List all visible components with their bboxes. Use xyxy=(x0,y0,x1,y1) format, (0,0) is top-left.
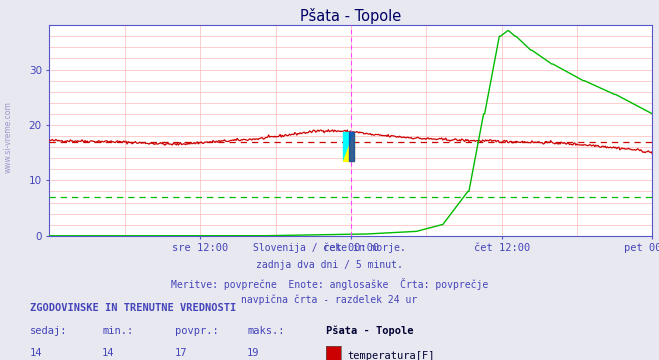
Text: zadnja dva dni / 5 minut.: zadnja dva dni / 5 minut. xyxy=(256,260,403,270)
Text: 19: 19 xyxy=(247,348,260,358)
Text: 14: 14 xyxy=(30,348,42,358)
Text: www.si-vreme.com: www.si-vreme.com xyxy=(3,101,13,173)
Text: min.:: min.: xyxy=(102,326,133,336)
Polygon shape xyxy=(343,132,354,161)
Text: navpična črta - razdelek 24 ur: navpična črta - razdelek 24 ur xyxy=(241,295,418,305)
Text: 14: 14 xyxy=(102,348,115,358)
Text: maks.:: maks.: xyxy=(247,326,285,336)
Text: povpr.:: povpr.: xyxy=(175,326,218,336)
Text: Slovenija / reke in morje.: Slovenija / reke in morje. xyxy=(253,243,406,253)
Polygon shape xyxy=(349,132,354,161)
Text: ZGODOVINSKE IN TRENUTNE VREDNOSTI: ZGODOVINSKE IN TRENUTNE VREDNOSTI xyxy=(30,303,236,314)
Text: Pšata - Topole: Pšata - Topole xyxy=(326,325,414,336)
Polygon shape xyxy=(343,132,354,161)
Text: sedaj:: sedaj: xyxy=(30,326,67,336)
Title: Pšata - Topole: Pšata - Topole xyxy=(301,8,401,24)
Text: temperatura[F]: temperatura[F] xyxy=(347,351,435,360)
Text: 17: 17 xyxy=(175,348,187,358)
Text: Meritve: povprečne  Enote: anglosaške  Črta: povprečje: Meritve: povprečne Enote: anglosaške Črt… xyxy=(171,278,488,289)
